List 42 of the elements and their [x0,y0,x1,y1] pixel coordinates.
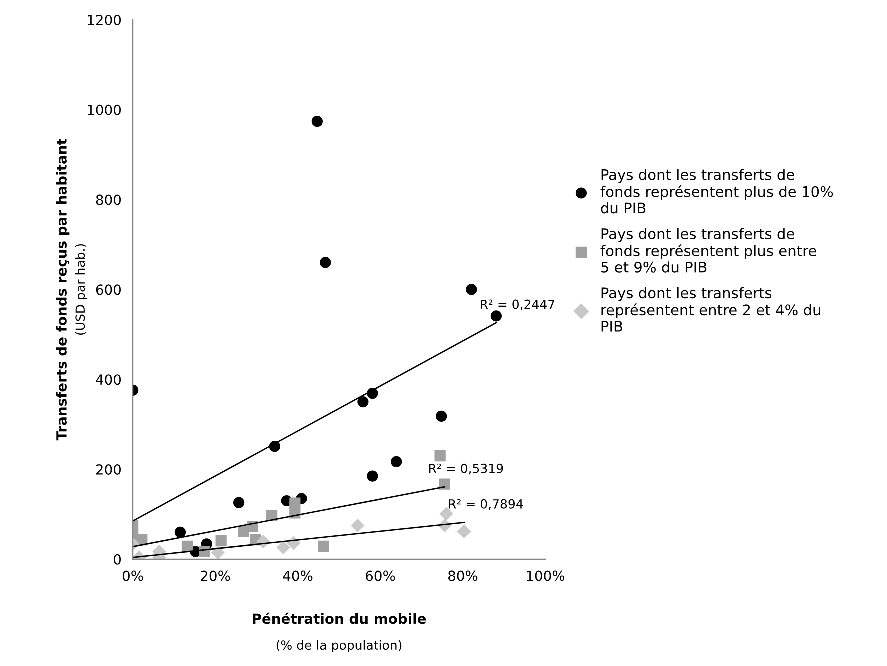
point [351,519,364,532]
annotation: R² = 0,5319 [429,464,504,475]
point [320,257,332,268]
point [436,410,448,422]
point [358,396,369,408]
point [391,456,402,468]
x-axis-title: Pénétration du mobile (% de la population) [253,612,426,652]
annotation: R² = 0,7894 [449,499,524,510]
point [367,470,378,482]
y-tick-label: 600 [96,284,122,296]
point [318,540,330,552]
legend-label: Pays dont les transferts représentent entre 2 et 4% du PIB [602,287,820,332]
point [174,526,186,538]
point [277,541,290,554]
x-tick-label: 100% [527,570,565,582]
annotation: R² = 0,2447 [480,300,555,311]
legend-label: Pays dont les transferts de fonds représentent plus de 10% du PIB [600,169,834,214]
point [490,310,502,322]
y-axis-title: Transferts de fonds reçus par habitant (USD par hab.) [56,138,88,441]
point [312,116,323,128]
point [439,478,450,490]
point [434,450,446,462]
x-tick-label: 60% [366,570,396,582]
y-tick-label: 1200 [88,14,122,26]
point [458,524,471,538]
y-tick-label: 1000 [88,104,122,116]
point [233,497,245,508]
x-tick-label: 20% [201,570,230,582]
point [290,498,301,509]
point [440,507,454,521]
y-tick-label: 0 [114,554,122,565]
x-tick-label: 40% [283,570,313,582]
legend-label: Pays dont les transferts de fonds représentent plus entre 5 et 9% du PIB [600,228,816,273]
x-tick-label: 80% [448,570,478,582]
y-tick-label: 400 [96,374,122,386]
point [466,284,478,296]
point [182,540,194,552]
y-tick-label: 200 [96,464,122,476]
point [216,535,227,547]
point [211,546,225,560]
x-tick-label: 0% [122,570,144,582]
y-tick-label: 800 [96,194,122,206]
